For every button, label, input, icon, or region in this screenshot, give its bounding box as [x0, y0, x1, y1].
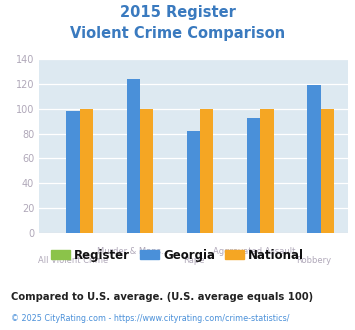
Bar [127, 79, 140, 233]
Bar [260, 109, 274, 233]
Text: Robbery: Robbery [296, 256, 332, 265]
Text: © 2025 CityRating.com - https://www.cityrating.com/crime-statistics/: © 2025 CityRating.com - https://www.city… [11, 314, 289, 323]
Bar [307, 85, 321, 233]
Text: Compared to U.S. average. (U.S. average equals 100): Compared to U.S. average. (U.S. average … [11, 292, 313, 302]
Bar [187, 131, 200, 233]
Text: All Violent Crime: All Violent Crime [38, 256, 108, 265]
Bar [247, 117, 260, 233]
Bar [321, 109, 334, 233]
Text: Aggravated Assault: Aggravated Assault [213, 247, 295, 255]
Legend: Register, Georgia, National: Register, Georgia, National [46, 244, 309, 266]
Text: Murder & Mans...: Murder & Mans... [97, 247, 169, 255]
Bar [66, 112, 80, 233]
Text: Rape: Rape [183, 256, 204, 265]
Bar [140, 109, 153, 233]
Text: Violent Crime Comparison: Violent Crime Comparison [70, 26, 285, 41]
Text: 2015 Register: 2015 Register [120, 5, 235, 20]
Bar [200, 109, 213, 233]
Bar [80, 109, 93, 233]
